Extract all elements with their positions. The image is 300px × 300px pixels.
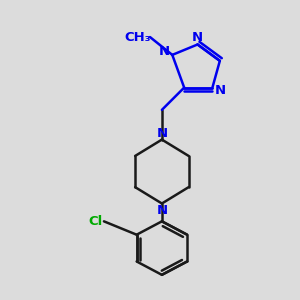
Text: N: N <box>192 31 203 44</box>
Text: N: N <box>156 127 167 140</box>
Text: N: N <box>215 84 226 97</box>
Text: N: N <box>158 45 169 58</box>
Text: Cl: Cl <box>88 215 102 228</box>
Text: CH₃: CH₃ <box>125 31 152 44</box>
Text: N: N <box>156 203 167 217</box>
